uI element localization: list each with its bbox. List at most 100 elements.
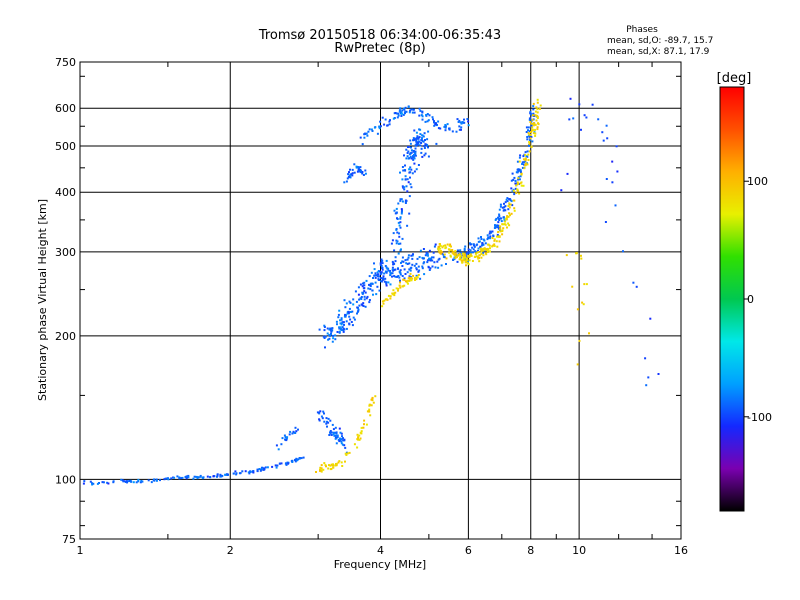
data-point [450, 245, 452, 248]
data-point [280, 462, 283, 465]
data-point [466, 251, 469, 254]
data-point [323, 412, 325, 415]
data-point [350, 321, 353, 323]
data-point [262, 468, 265, 471]
x-tick-label: 6 [465, 544, 472, 557]
data-point [415, 262, 418, 265]
data-point [588, 332, 590, 335]
y-axis-label: Stationary phase Virtual Height [km] [36, 199, 49, 401]
data-point [401, 237, 404, 240]
data-point [359, 283, 362, 286]
data-point [415, 144, 418, 147]
data-point [357, 286, 360, 289]
data-point [102, 481, 105, 484]
data-point [185, 476, 188, 478]
data-point [534, 134, 537, 137]
data-point [409, 269, 412, 272]
data-point [474, 250, 477, 253]
data-point [482, 238, 485, 241]
data-point [418, 128, 421, 131]
data-point [399, 221, 402, 224]
data-point [334, 426, 337, 429]
data-point [348, 300, 351, 303]
data-point [413, 150, 415, 153]
series-omode [82, 105, 539, 486]
data-point [417, 140, 420, 143]
data-point [349, 176, 352, 179]
data-point [645, 384, 648, 387]
data-point [155, 478, 158, 481]
data-point [392, 117, 395, 120]
data-point [266, 466, 269, 469]
data-point [510, 179, 513, 182]
data-point [369, 288, 372, 291]
data-point [491, 230, 494, 233]
data-point [427, 155, 430, 158]
data-point [468, 256, 471, 259]
data-point [413, 162, 416, 165]
data-point [261, 467, 264, 470]
data-point [410, 108, 413, 111]
data-point [434, 266, 437, 269]
data-point [511, 190, 514, 193]
data-point [505, 198, 508, 201]
data-point [359, 431, 362, 434]
data-point [533, 122, 535, 125]
data-point [323, 324, 326, 327]
data-point [460, 122, 463, 125]
data-point [289, 430, 292, 433]
data-point [569, 97, 572, 100]
data-point [381, 305, 384, 308]
data-point [503, 206, 506, 209]
data-point [458, 119, 461, 122]
data-point [457, 249, 460, 252]
y-tick-label: 750 [55, 56, 76, 69]
data-point [135, 481, 138, 484]
data-point [349, 301, 352, 304]
data-point [498, 240, 501, 243]
data-point [438, 251, 441, 254]
data-point [356, 312, 358, 315]
data-point [363, 298, 366, 301]
data-point [167, 477, 169, 480]
data-point [332, 428, 335, 431]
data-point [514, 182, 517, 185]
data-point [464, 254, 467, 257]
y-tick-label: 100 [55, 473, 76, 486]
data-point [419, 277, 422, 280]
data-point [381, 262, 384, 265]
data-point [356, 446, 359, 449]
data-point [137, 478, 140, 481]
data-point [518, 178, 521, 181]
data-point [409, 272, 412, 275]
data-point [389, 119, 391, 122]
data-point [508, 202, 511, 205]
stats-x-line: mean, sd,X: 87.1, 17.9 [607, 47, 710, 57]
data-point [466, 261, 469, 264]
data-point [408, 195, 411, 198]
data-point [396, 231, 399, 234]
data-point [539, 104, 542, 107]
data-point [477, 249, 479, 252]
data-point [467, 248, 470, 251]
data-point [206, 475, 209, 478]
data-point [510, 187, 513, 190]
data-point [382, 277, 385, 280]
data-point [397, 275, 400, 277]
data-point [411, 277, 414, 280]
data-point [387, 294, 390, 297]
data-point [528, 139, 531, 141]
data-point [481, 244, 483, 247]
data-point [224, 473, 227, 476]
data-point [391, 260, 394, 263]
data-point [480, 252, 483, 255]
data-point [463, 118, 465, 121]
data-point [326, 425, 328, 428]
data-point [347, 173, 350, 176]
data-point [454, 257, 457, 259]
data-point [528, 150, 531, 153]
data-point [477, 257, 480, 260]
data-point [536, 126, 539, 129]
data-point [286, 461, 289, 464]
data-point [428, 257, 430, 260]
